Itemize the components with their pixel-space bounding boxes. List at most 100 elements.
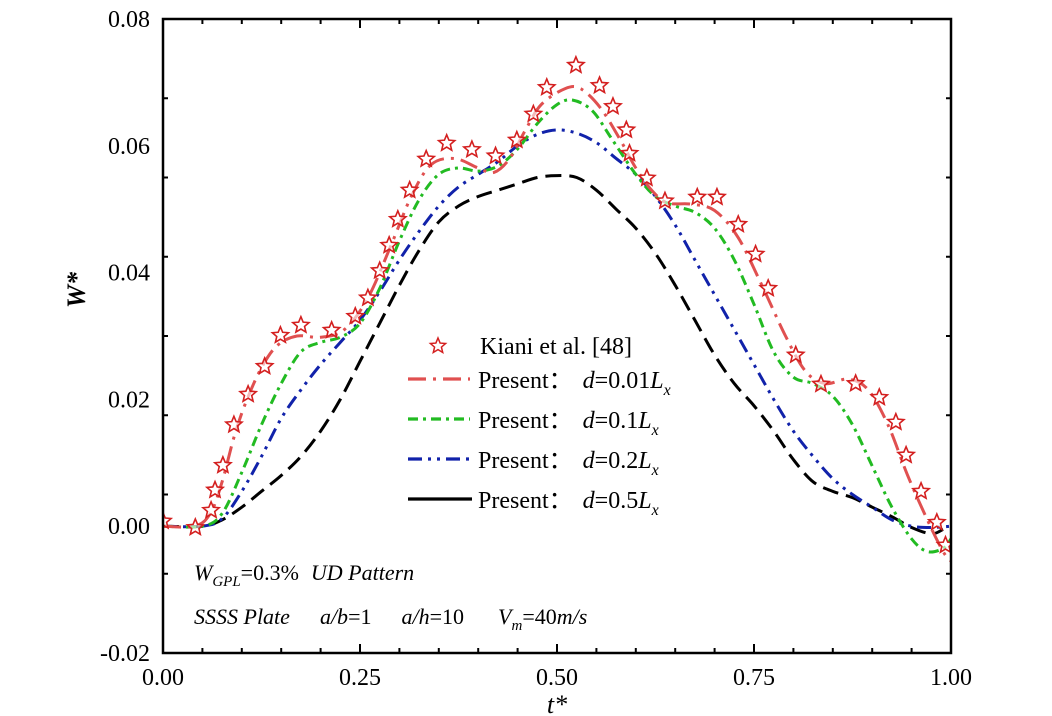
data-point-star (485, 145, 506, 165)
legend-value: =0.01 (595, 368, 651, 394)
series-line-present-d-0-1lx (163, 98, 951, 554)
data-point-star (536, 76, 557, 97)
legend-entry-d001: Present： d=0.01Lx (408, 368, 671, 399)
legend: Kiani et al. [48] Present： d=0.01Lx Prese… (408, 334, 671, 519)
data-point-star (616, 119, 637, 139)
data-point-star (758, 277, 779, 298)
data-point-star (589, 74, 610, 95)
legend-label-d001: Present： d=0.01Lx (478, 368, 671, 399)
y-tick-label: 0.08 (108, 7, 150, 33)
data-point-star (357, 287, 378, 307)
data-point-star (745, 243, 766, 263)
series-line-present-d-0-5lx (163, 174, 944, 536)
data-point-star (602, 95, 624, 116)
data-point-star (869, 386, 890, 407)
annot-w: W (194, 560, 214, 585)
data-point-star (379, 234, 400, 254)
data-point-star (254, 355, 275, 375)
legend-entry-kiani: Kiani et al. [48] (428, 334, 632, 360)
legend-L: L (637, 448, 651, 474)
y-tick-label: -0.02 (100, 641, 150, 667)
data-point-star (506, 129, 527, 149)
data-point-star (223, 414, 244, 434)
data-point-star (785, 344, 806, 364)
data-point-star (369, 260, 390, 280)
data-point-star (687, 186, 708, 206)
legend-entry-d01: Present： d=0.1Lx (408, 408, 659, 439)
annot-ab-val: =1 (348, 604, 371, 629)
legend-prefix: Present： (478, 488, 573, 514)
data-point-star (416, 148, 437, 168)
legend-d: d (583, 368, 596, 394)
annot-pattern: UD Pattern (311, 560, 414, 585)
legend-value: =0.1 (595, 408, 639, 434)
data-point-star (387, 208, 408, 228)
annot-vm-unit: m/s (557, 604, 588, 629)
data-point-star (896, 444, 917, 464)
data-point-star (212, 454, 233, 474)
legend-label-d02: Present： d=0.2Lx (478, 448, 659, 479)
legend-prefix: Present： (478, 368, 573, 394)
legend-d: d (583, 488, 596, 514)
data-point-star (565, 54, 586, 74)
annot-ah-val: =10 (430, 604, 464, 629)
y-tick-label: 0.04 (108, 261, 150, 287)
legend-sub: x (651, 502, 659, 519)
data-point-star (436, 132, 457, 152)
y-tick-label: 0.06 (108, 134, 150, 160)
data-point-star (290, 314, 311, 334)
data-point-star (654, 190, 676, 210)
data-point-star (399, 179, 420, 199)
data-point-star (345, 305, 366, 325)
legend-label-kiani: Kiani et al. [48] (480, 334, 632, 360)
annot-w-value: =0.3% (241, 560, 299, 585)
data-point-star (238, 383, 259, 403)
data-point-star (926, 511, 947, 531)
annot-vm-sub: m (511, 618, 522, 634)
data-point-star (910, 480, 932, 500)
legend-entry-d02: Present： d=0.2Lx (408, 448, 659, 479)
y-tick-label: 0.02 (108, 387, 150, 413)
legend-d: d (583, 448, 596, 474)
data-point-star (461, 139, 482, 159)
legend-sub: x (651, 462, 659, 479)
annot-ab-var: a/b (320, 604, 348, 629)
x-tick-label: 1.00 (930, 665, 972, 691)
legend-L: L (649, 368, 663, 394)
annot-vm-val: =40 (522, 604, 556, 629)
annotation-wgpl: WGPL=0.3% UD Pattern (194, 560, 414, 590)
annotation-plate: SSSS Plate a/b=1 a/h=10 Vm=40m/s (194, 604, 587, 634)
series-layer (163, 54, 951, 563)
data-point-star (845, 372, 866, 393)
legend-sub: x (663, 382, 671, 399)
legend-label-d05: Present： d=0.5Lx (478, 488, 659, 519)
x-tick-label: 0.25 (339, 665, 381, 691)
data-point-star (706, 186, 728, 206)
annot-plate: SSSS Plate (194, 604, 290, 629)
data-point-star (885, 411, 906, 431)
legend-label-d01: Present： d=0.1Lx (478, 408, 659, 439)
y-axis-title: W* (62, 271, 91, 308)
legend-sub: x (651, 422, 659, 439)
legend-L: L (637, 488, 651, 514)
x-tick-label: 0.00 (142, 665, 184, 691)
data-point-star (321, 319, 342, 339)
data-point-star (523, 103, 544, 123)
data-point-star (200, 499, 222, 519)
annot-vm-var: V (498, 604, 514, 629)
annot-ah-var: a/h (401, 604, 429, 629)
legend-prefix: Present： (478, 408, 573, 434)
legend-prefix: Present： (478, 448, 573, 474)
series-line-present-d-0-2lx (163, 128, 951, 529)
x-axis-title: t* (547, 690, 567, 716)
x-tick-label: 0.75 (733, 665, 775, 691)
legend-L: L (637, 408, 651, 434)
data-point-star (619, 142, 640, 162)
data-point-star (185, 516, 206, 537)
y-tick-label: 0.00 (108, 514, 150, 540)
data-point-star (728, 213, 749, 233)
legend-value: =0.5 (595, 488, 639, 514)
legend-entry-d05: Present： d=0.5Lx (408, 488, 659, 519)
data-point-star (636, 167, 657, 187)
